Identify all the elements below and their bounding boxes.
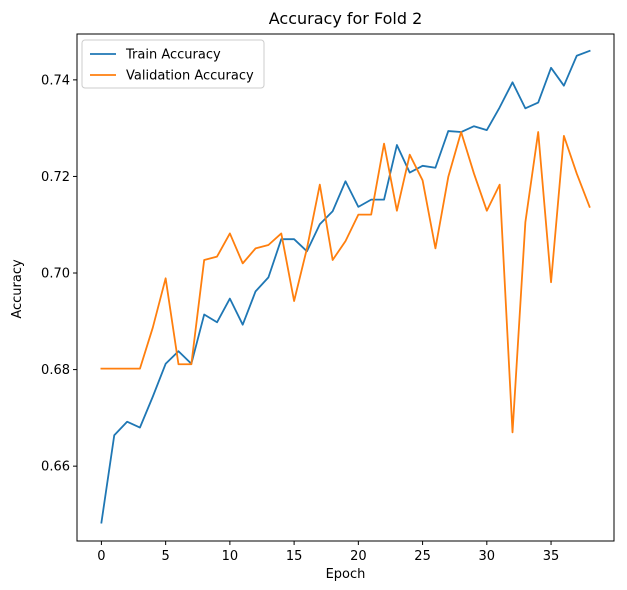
- chart-title: Accuracy for Fold 2: [269, 9, 423, 28]
- y-tick-label: 0.66: [41, 460, 70, 475]
- legend: Train Accuracy Validation Accuracy: [81, 39, 265, 89]
- x-axis-title: Epoch: [326, 567, 366, 582]
- x-tick-label: 30: [479, 549, 496, 564]
- x-tick-label: 25: [414, 549, 431, 564]
- legend-box: [81, 39, 265, 89]
- axes-frame: [76, 33, 615, 542]
- y-tick-label: 0.74: [41, 73, 70, 88]
- series-line-validation: [100, 131, 591, 434]
- x-tick-label: 20: [350, 549, 367, 564]
- x-tick-label: 5: [162, 549, 170, 564]
- x-tick-label: 10: [222, 549, 239, 564]
- y-axis-title: Accuracy: [10, 259, 25, 319]
- series-line-train: [100, 49, 591, 524]
- x-tick-label: 35: [543, 549, 560, 564]
- legend-label-validation: Validation Accuracy: [126, 69, 254, 84]
- plot-area: 0 5 10 15 20 25 30 35 0.66 0.68 0.70 0.72 0.74: [41, 33, 615, 564]
- x-tick-label: 0: [97, 549, 105, 564]
- x-tick-label: 15: [286, 549, 303, 564]
- y-tick-label: 0.72: [41, 170, 70, 185]
- y-tick-label: 0.68: [41, 363, 70, 378]
- y-tick-label: 0.70: [41, 267, 70, 282]
- legend-label-train: Train Accuracy: [125, 48, 221, 63]
